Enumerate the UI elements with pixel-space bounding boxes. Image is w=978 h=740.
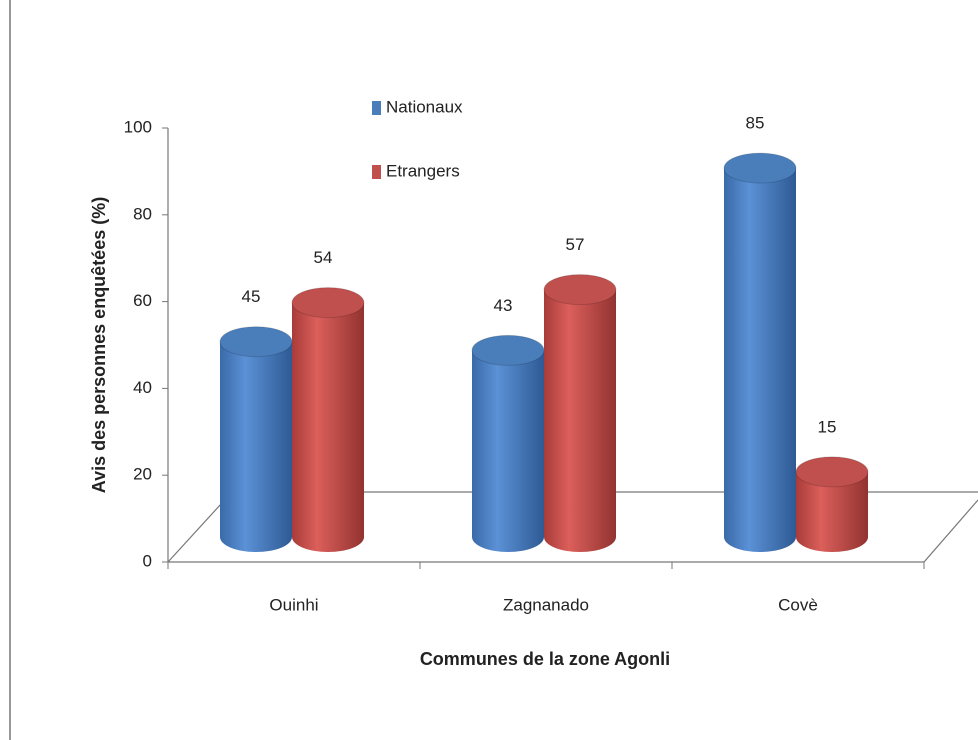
legend-swatch bbox=[372, 165, 381, 179]
bar-top bbox=[795, 456, 869, 488]
bar-top bbox=[543, 274, 617, 306]
bar bbox=[471, 334, 545, 552]
data-label: 43 bbox=[494, 296, 513, 315]
bar bbox=[795, 456, 869, 552]
bar-top bbox=[291, 287, 365, 319]
data-label: 54 bbox=[314, 248, 333, 267]
legend-swatch bbox=[372, 101, 381, 115]
bar bbox=[723, 152, 797, 552]
data-label: 15 bbox=[818, 417, 837, 436]
y-axis-label: Avis des personnes enquêtées (%) bbox=[89, 197, 109, 493]
bar-body bbox=[724, 168, 796, 537]
bar bbox=[291, 287, 365, 552]
bar-body bbox=[220, 341, 292, 537]
bar-body bbox=[292, 302, 364, 537]
bar bbox=[543, 274, 617, 552]
x-axis-label: Communes de la zone Agonli bbox=[420, 649, 670, 669]
y-tick-label: 20 bbox=[133, 465, 152, 484]
data-label: 45 bbox=[242, 287, 261, 306]
bar-body bbox=[472, 350, 544, 537]
y-tick-label: 80 bbox=[133, 204, 152, 223]
data-label: 57 bbox=[566, 235, 585, 254]
data-label: 85 bbox=[746, 114, 765, 133]
bar-top bbox=[471, 334, 545, 366]
bar bbox=[219, 326, 293, 552]
x-tick-label: Ouinhi bbox=[269, 595, 318, 614]
bar-top bbox=[723, 152, 797, 184]
bar-body bbox=[544, 289, 616, 537]
legend-label: Nationaux bbox=[386, 97, 463, 116]
y-tick-label: 0 bbox=[143, 551, 152, 570]
legend-label: Etrangers bbox=[386, 161, 460, 180]
x-tick-label: Covè bbox=[778, 595, 818, 614]
x-tick-label: Zagnanado bbox=[503, 595, 589, 614]
bar-top bbox=[219, 326, 293, 358]
y-tick-label: 100 bbox=[124, 117, 152, 136]
y-tick-label: 60 bbox=[133, 291, 152, 310]
y-tick-label: 40 bbox=[133, 378, 152, 397]
